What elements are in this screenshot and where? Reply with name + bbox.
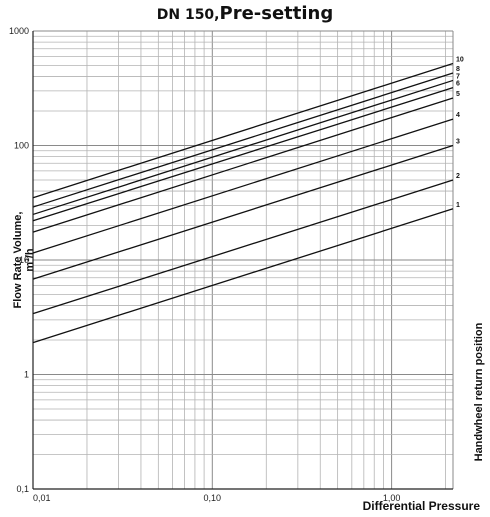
series-label-10: 10 <box>456 57 464 64</box>
chart-title: DN 150,Pre-setting <box>0 3 490 24</box>
chart-title-main: Pre-setting <box>219 3 334 24</box>
y-tick-label: 1 <box>24 370 29 380</box>
series-line-10 <box>32 62 454 199</box>
series-line-2 <box>32 179 454 315</box>
x-axis-label: Differential Pressure <box>362 499 480 513</box>
series-label-5: 5 <box>456 91 460 98</box>
y-tick-label: 0,1 <box>16 484 29 494</box>
y-tick-label: 100 <box>14 141 29 151</box>
series-line-8 <box>32 72 454 208</box>
series-label-6: 6 <box>456 81 460 88</box>
chart-title-prefix: DN 150, <box>156 7 220 23</box>
x-tick-label: 0,10 <box>204 493 222 503</box>
series-label-3: 3 <box>456 139 460 146</box>
legend-title: Handwheel return position <box>473 322 485 462</box>
x-tick-label: 0,01 <box>33 493 51 503</box>
series-line-1 <box>32 208 454 344</box>
series-line-3 <box>32 144 454 280</box>
series-line-6 <box>32 87 454 222</box>
series-line-5 <box>32 97 454 233</box>
x-tick-label: 1,00 <box>383 493 401 503</box>
series-line-7 <box>32 79 454 216</box>
series-label-2: 2 <box>456 173 460 180</box>
y-tick-label: 10 <box>19 255 29 265</box>
series-label-1: 1 <box>456 202 460 209</box>
series-line-4 <box>32 118 454 254</box>
series-label-8: 8 <box>456 66 460 73</box>
series-label-7: 7 <box>456 73 460 80</box>
series-label-4: 4 <box>456 112 460 119</box>
y-tick-label: 1000 <box>9 26 29 36</box>
